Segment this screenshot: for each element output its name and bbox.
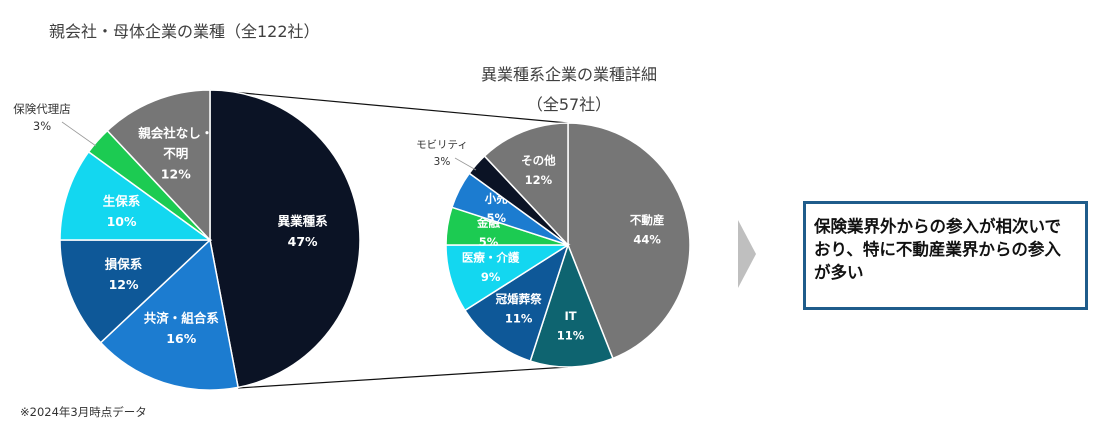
chart2-slice-0 (567, 122, 691, 360)
right-chart-title: 異業種系企業の業種詳細 （全57社） (455, 60, 683, 120)
chart1-slice-5 (106, 89, 211, 242)
connector-line-top (209, 89, 569, 124)
chart1-slice-4-label: 保険代理店 (13, 102, 71, 116)
chart2-slice-2 (463, 243, 570, 362)
chart1-slice-0-value-label: 47% (288, 234, 318, 249)
chart2-slice-0-value-label: 44% (633, 233, 661, 247)
footnote: ※2024年3月時点データ (20, 405, 147, 419)
chart2-slice-2-value-label: 11% (505, 311, 533, 325)
chart1-slice-3-label: 生保系 (103, 193, 141, 208)
chart1-slice-5-label-0: 親会社なし・ (138, 125, 213, 140)
connector-line-bottom (237, 366, 569, 389)
chart2-slice-6-leader (454, 157, 477, 171)
chart2-slice-1-value-label: 11% (557, 328, 585, 342)
chart1-slice-1 (99, 238, 239, 391)
arrow-icon (738, 220, 756, 288)
chart2-slice-6-label: モビリティ (416, 139, 468, 151)
chart1-slice-0-label: 異業種系 (278, 213, 329, 228)
chart2-slice-3-label: 医療・介護 (462, 251, 520, 265)
chart2-slice-4-value-label: 5% (479, 235, 499, 249)
chart2-slice-7-label: その他 (521, 153, 556, 167)
chart1-slice-4-value-label: 3% (33, 119, 51, 133)
right-chart-title-line2: （全57社） (526, 95, 612, 114)
chart2-slice-0-label: 不動産 (630, 213, 665, 227)
chart1-slice-3-value-label: 10% (107, 214, 137, 229)
chart2-slice-6-value-label: 3% (434, 156, 451, 168)
left-chart-title: 親会社・母体企業の業種（全122社） (49, 22, 320, 41)
chart1-slice-5-label-1: 不明 (163, 146, 188, 161)
chart2-slice-5-value-label: 5% (486, 211, 506, 225)
chart1-slice-0 (209, 89, 361, 389)
chart2-slice-7 (483, 122, 569, 247)
chart2-slice-1-label: IT (564, 309, 576, 323)
summary-callout: 保険業界外からの参入が相次いでおり、特に不動産業界からの参入が多い (803, 201, 1088, 310)
chart1-slice-5-value-label: 12% (161, 166, 191, 181)
right-chart-title-line1: 異業種系企業の業種詳細 (480, 65, 657, 84)
chart1-slice-2 (59, 239, 212, 344)
chart1-slice-2-value-label: 12% (109, 277, 139, 292)
chart1-slice-2-label: 損保系 (105, 256, 143, 271)
chart1-slice-1-label: 共済・組合系 (144, 311, 220, 326)
chart2-slice-2-label: 冠婚葬祭 (496, 292, 542, 306)
chart1-slice-4-leader (61, 121, 97, 147)
chart1-slice-1-value-label: 16% (166, 331, 196, 346)
chart2-slice-7-value-label: 12% (525, 173, 553, 187)
chart2-slice-3-value-label: 9% (481, 270, 501, 284)
chart1-slice-3 (59, 150, 213, 241)
chart2-slice-1 (529, 242, 614, 368)
